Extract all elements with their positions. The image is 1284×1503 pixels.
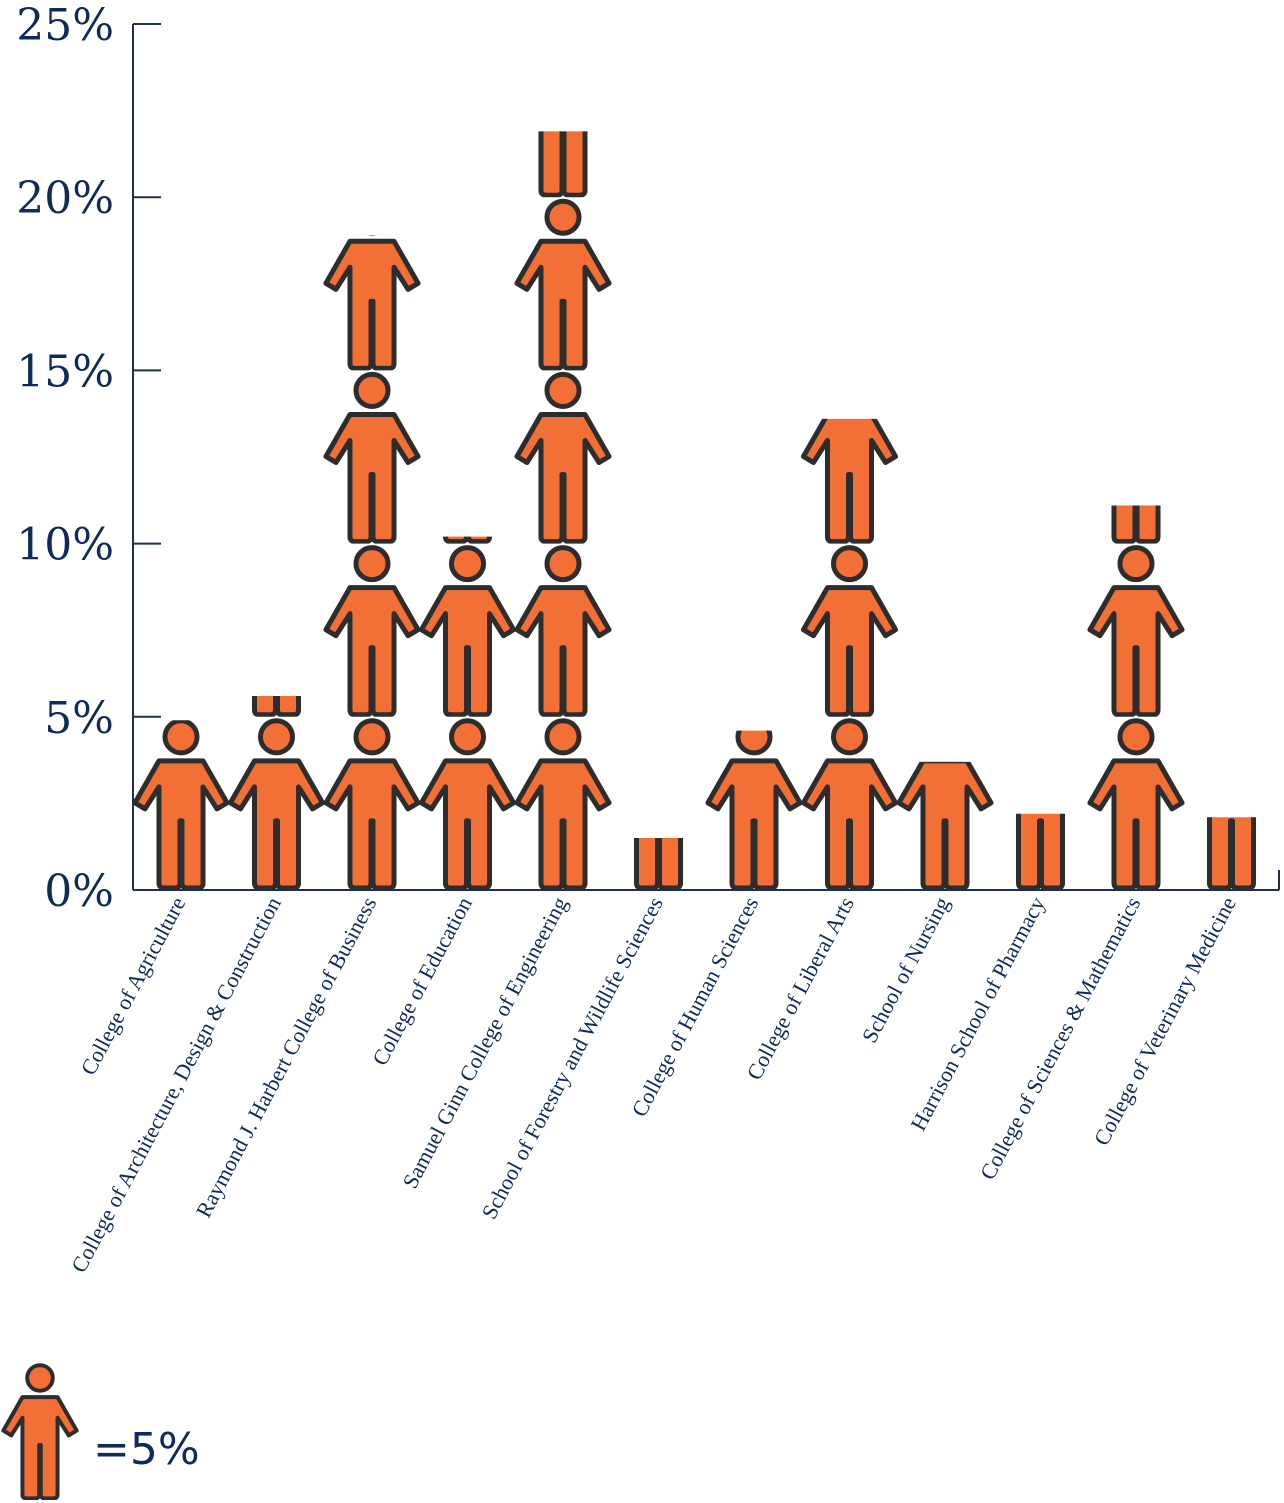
y-tick-label: 25% xyxy=(16,0,114,51)
legend: =5% xyxy=(1,1363,200,1500)
bar-7 xyxy=(708,721,800,888)
person-icon xyxy=(326,374,418,541)
y-axis: 0% 5% 10% 15% 20% 25% xyxy=(16,0,161,917)
bar-6 xyxy=(612,721,704,888)
bar-2 xyxy=(230,548,322,888)
person-icon xyxy=(326,721,418,888)
legend-label: =5% xyxy=(93,1424,200,1475)
person-icon xyxy=(517,374,609,541)
x-category-label: College of Education xyxy=(367,893,477,1070)
x-category-label: College of Sciences & Mathematics xyxy=(975,893,1146,1184)
y-tick-label: 10% xyxy=(16,520,114,571)
y-tick-label: 5% xyxy=(44,693,114,744)
bar-8 xyxy=(803,374,895,888)
x-category-label: Samuel Ginn College of Engineering xyxy=(397,893,572,1193)
person-icon xyxy=(612,721,704,888)
bar-10 xyxy=(994,721,1086,888)
bar-11 xyxy=(1090,374,1182,888)
plot-area xyxy=(135,28,1278,888)
x-category-label: College of Architecture, Design & Constr… xyxy=(66,893,286,1277)
person-icon xyxy=(1090,721,1182,888)
bar-5 xyxy=(517,28,609,888)
person-icon xyxy=(230,721,322,888)
person-icon xyxy=(708,721,800,888)
person-icon xyxy=(421,548,513,715)
bar-12 xyxy=(1185,721,1277,888)
person-icon xyxy=(1090,374,1182,541)
person-icon xyxy=(517,28,609,195)
person-icon xyxy=(421,374,513,541)
bar-3 xyxy=(326,201,418,888)
person-icon xyxy=(517,548,609,715)
bar-1 xyxy=(135,721,227,888)
person-icon xyxy=(326,201,418,368)
person-icon xyxy=(994,721,1086,888)
person-icon xyxy=(803,721,895,888)
y-tick-label: 20% xyxy=(16,173,114,224)
x-category-label: College of Agriculture xyxy=(75,893,190,1080)
person-icon xyxy=(803,548,895,715)
y-tick-label: 15% xyxy=(16,346,114,397)
x-category-label: School of Forestry and Wildlife Sciences xyxy=(476,893,668,1224)
person-icon xyxy=(899,721,991,888)
person-icon xyxy=(517,721,609,888)
y-tick-label: 0% xyxy=(44,866,114,917)
x-category-label: College of Liberal Arts xyxy=(741,893,859,1084)
x-category-label: Raymond J. Harbert College of Business xyxy=(191,893,382,1222)
person-icon xyxy=(421,721,513,888)
x-category-label: School of Nursing xyxy=(857,893,955,1047)
legend-person-icon xyxy=(1,1363,79,1500)
bar-4 xyxy=(421,374,513,888)
person-icon xyxy=(517,201,609,368)
person-icon xyxy=(230,548,322,715)
person-icon xyxy=(326,548,418,715)
person-icon xyxy=(135,721,227,888)
person-icon xyxy=(1090,548,1182,715)
bar-9 xyxy=(899,721,991,888)
person-icon xyxy=(803,374,895,541)
person-icon xyxy=(1185,721,1277,888)
